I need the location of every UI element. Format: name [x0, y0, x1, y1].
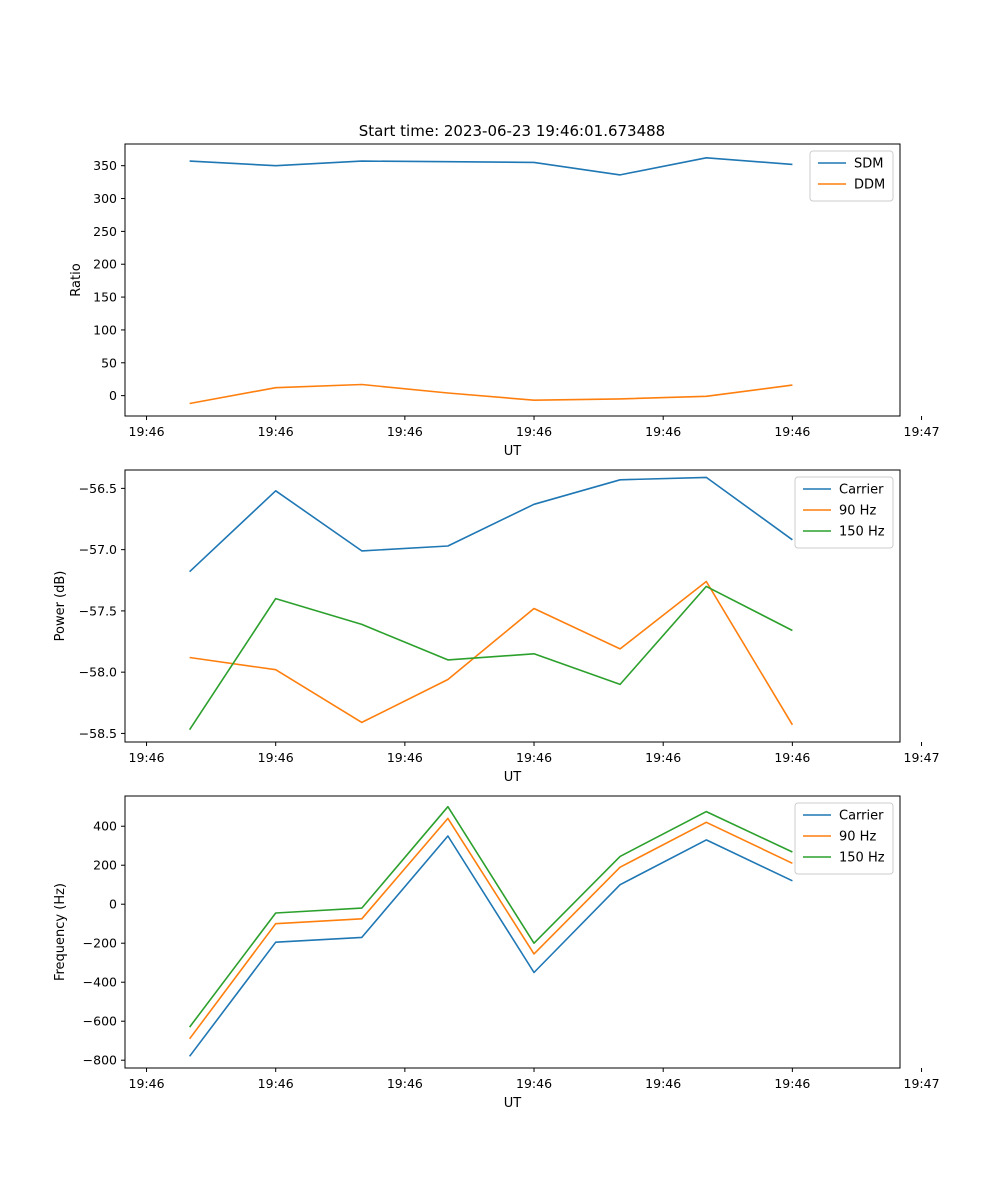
- frequency-panel: 19:46 19:46 19:46 19:46 19:46 19:46 19:47 −800 −…: [53, 795, 940, 1111]
- ratio-legend-label: DDM: [854, 178, 885, 193]
- ratio-y-tick-label: 300: [93, 191, 117, 206]
- frequency-y-tick-label: 200: [93, 858, 117, 873]
- ratio-x-axis-label: UT: [504, 444, 522, 459]
- frequency-legend-label: 90 Hz: [839, 830, 876, 845]
- ratio-y-tick-label: 350: [93, 158, 117, 173]
- power-x-tick-label: 19:46: [516, 750, 552, 765]
- power-y-tick-label: −57.0: [79, 542, 117, 557]
- frequency-axes-frame: [124, 795, 901, 1069]
- frequency-y-axis-label: Frequency (Hz): [53, 883, 68, 981]
- frequency-y-tick-label: 400: [93, 819, 117, 834]
- power-y-tick-label: −58.0: [79, 665, 117, 680]
- power-panel: 19:46 19:46 19:46 19:46 19:46 19:46 19:47 −58.5…: [53, 469, 940, 785]
- frequency-y-tick-label: −800: [83, 1053, 117, 1068]
- frequency-y-tick-label: −400: [83, 975, 117, 990]
- power-x-tick-label: 19:46: [129, 750, 165, 765]
- frequency-x-axis-label: UT: [504, 1096, 522, 1111]
- ratio-y-tick-label: 150: [93, 290, 117, 305]
- ratio-y-tick-label: 50: [101, 355, 117, 370]
- ratio-y-tick-label: 250: [93, 224, 117, 239]
- ratio-series-ddm: [189, 383, 793, 405]
- power-x-tick-label: 19:46: [645, 750, 681, 765]
- power-x-axis-label: UT: [504, 770, 522, 785]
- ratio-x-tick-label: 19:47: [904, 424, 940, 439]
- power-y-tick-label: −58.5: [79, 726, 117, 741]
- ratio-y-tick-label: 200: [93, 257, 117, 272]
- ratio-y-tick-label: 100: [93, 322, 117, 337]
- power-y-tick-label: −56.5: [79, 481, 117, 496]
- frequency-series-150-hz: [188, 805, 793, 1028]
- ratio-x-tick-label: 19:46: [645, 424, 681, 439]
- power-legend-label: 90 Hz: [839, 504, 876, 519]
- power-series-90-hz: [189, 580, 794, 726]
- frequency-x-tick-label: 19:46: [645, 1076, 681, 1091]
- power-legend: Carrier 90 Hz 150 Hz: [794, 476, 894, 549]
- frequency-series-carrier: [188, 835, 793, 1057]
- frequency-x-tick-label: 19:46: [516, 1076, 552, 1091]
- power-y-tick-label: −57.5: [79, 603, 117, 618]
- frequency-x-tick-label: 19:46: [129, 1076, 165, 1091]
- frequency-legend: Carrier 90 Hz 150 Hz: [794, 802, 894, 875]
- frequency-legend-label: 150 Hz: [839, 851, 885, 866]
- power-x-tick-label: 19:46: [774, 750, 810, 765]
- frequency-x-tick-label: 19:46: [258, 1076, 294, 1091]
- ratio-x-tick-label: 19:46: [129, 424, 165, 439]
- power-legend-label: Carrier: [839, 483, 884, 498]
- power-series-150-hz: [188, 585, 793, 731]
- power-x-tick-label: 19:46: [387, 750, 423, 765]
- ratio-y-axis-label: Ratio: [69, 263, 84, 296]
- ratio-x-tick-label: 19:46: [387, 424, 423, 439]
- power-x-tick-label: 19:46: [258, 750, 294, 765]
- power-legend-label: 150 Hz: [839, 525, 885, 540]
- frequency-x-tick-label: 19:47: [904, 1076, 940, 1091]
- ratio-series-sdm: [189, 157, 793, 176]
- power-x-tick-label: 19:47: [904, 750, 940, 765]
- frequency-series-90-hz: [188, 817, 793, 1040]
- frequency-y-tick-label: −600: [83, 1014, 117, 1029]
- frequency-y-tick-label: 0: [109, 897, 117, 912]
- frequency-y-tick-label: −200: [83, 936, 117, 951]
- frequency-x-tick-label: 19:46: [774, 1076, 810, 1091]
- ratio-legend-label: SDM: [854, 157, 883, 172]
- power-series-carrier: [189, 476, 793, 573]
- chart-title: Start time: 2023-06-23 19:46:01.673488: [359, 122, 665, 140]
- ratio-panel: 19:46 19:46 19:46 19:46 19:46 19:46 19:47 0 50 10…: [69, 143, 940, 459]
- frequency-x-tick-label: 19:46: [387, 1076, 423, 1091]
- ratio-x-tick-label: 19:46: [516, 424, 552, 439]
- ratio-y-tick-label: 0: [109, 388, 117, 403]
- frequency-legend-label: Carrier: [839, 809, 884, 824]
- ratio-axes-frame: [124, 143, 901, 417]
- ratio-legend: SDM DDM: [809, 150, 894, 202]
- power-y-axis-label: Power (dB): [53, 571, 68, 642]
- ratio-x-tick-label: 19:46: [774, 424, 810, 439]
- ratio-x-tick-label: 19:46: [258, 424, 294, 439]
- power-axes-frame: [124, 469, 901, 743]
